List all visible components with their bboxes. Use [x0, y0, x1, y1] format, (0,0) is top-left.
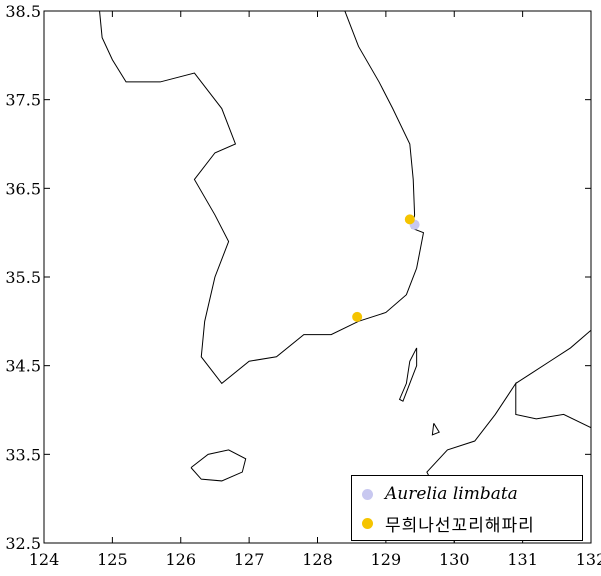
y-tick-label: 34.5: [5, 357, 41, 376]
x-tick-label: 130: [439, 550, 470, 569]
occurrence-point: [404, 214, 415, 225]
korea-coastline: [99, 11, 425, 385]
y-tick-label: 33.5: [5, 445, 41, 464]
y-tick-label: 38.5: [5, 2, 41, 21]
legend-marker: [362, 488, 373, 500]
iki-island: [431, 423, 440, 436]
legend-marker: [362, 518, 373, 529]
x-tick-label: 125: [97, 550, 128, 569]
x-tick-label: 128: [302, 550, 333, 569]
jeju-island: [190, 449, 247, 482]
y-tick-label: 35.5: [5, 268, 41, 287]
y-tick-label: 37.5: [5, 91, 41, 110]
x-tick-label: 126: [165, 550, 196, 569]
x-tick-label: 131: [507, 550, 538, 569]
y-tick-label: 36.5: [5, 179, 41, 198]
occurrence-point: [352, 311, 363, 322]
plot-frame: [43, 10, 592, 544]
tsushima-island: [398, 347, 418, 402]
japan-honshu-coast: [515, 329, 591, 384]
x-tick-label: 132: [576, 550, 601, 569]
legend-label: Aurelia limbata: [385, 484, 518, 504]
legend-label: 무희나선꼬리해파리: [385, 516, 535, 536]
legend: Aurelia limbata 무희나선꼬리해파리: [351, 475, 583, 541]
x-tick-label: 129: [371, 550, 402, 569]
legend-item-aurelia: Aurelia limbata: [362, 484, 518, 504]
legend-item-korean-species: 무희나선꼬리해파리: [362, 511, 535, 536]
x-tick-label: 124: [29, 550, 60, 569]
y-tick-label: 32.5: [5, 534, 41, 553]
x-tick-label: 127: [234, 550, 265, 569]
